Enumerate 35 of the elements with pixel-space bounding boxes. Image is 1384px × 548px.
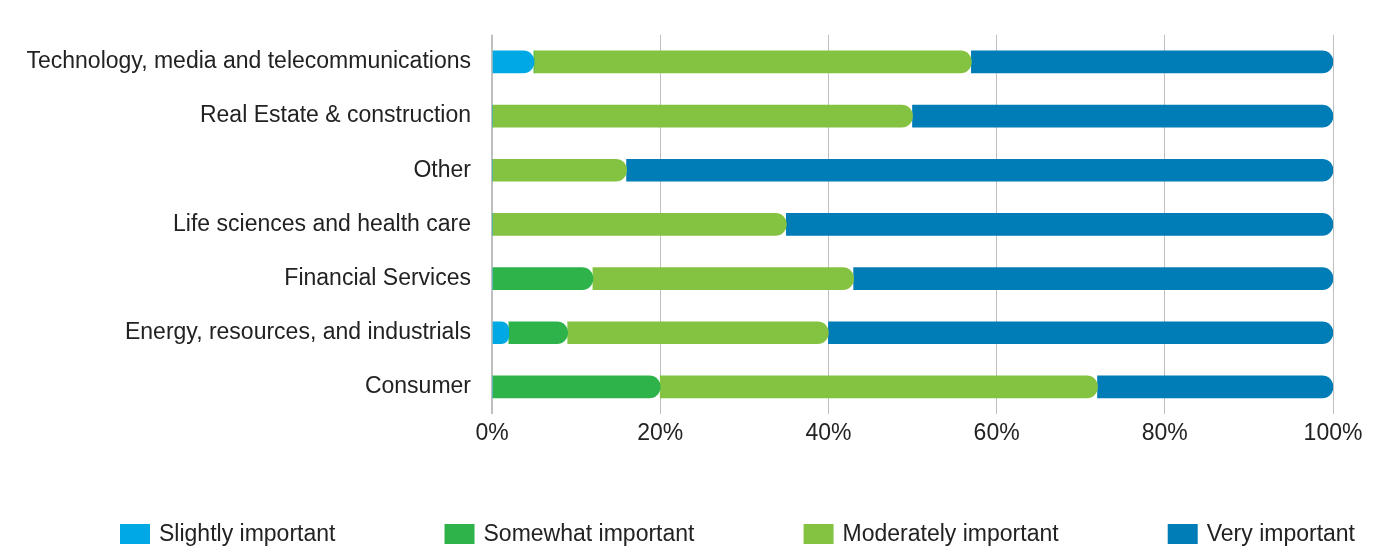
x-tick-label: 20% — [637, 419, 684, 446]
bar — [626, 158, 1333, 182]
legend-label: Somewhat important — [483, 520, 696, 547]
bar — [1097, 375, 1333, 399]
x-tick-label: 40% — [805, 419, 852, 446]
bar — [971, 50, 1333, 74]
bar — [853, 267, 1333, 290]
bar — [508, 321, 569, 345]
bar — [659, 375, 1098, 399]
x-tick-label: 100% — [1303, 419, 1363, 446]
bar — [492, 267, 594, 290]
bar — [592, 267, 854, 290]
y-tick-label: Technology, media and telecommunications — [26, 47, 471, 74]
bar — [492, 213, 787, 236]
bar — [492, 158, 627, 182]
bar — [492, 375, 661, 399]
bar — [786, 213, 1333, 236]
bar — [492, 104, 913, 128]
y-tick-label: Real Estate & construction — [199, 101, 471, 128]
bar — [828, 321, 1333, 345]
x-tick-label: 60% — [973, 419, 1020, 446]
bar — [912, 104, 1333, 128]
y-tick-label: Energy, resources, and industrials — [124, 318, 471, 345]
bar — [567, 321, 829, 345]
x-tick-label: 80% — [1141, 419, 1188, 446]
bar — [533, 50, 972, 74]
legend-label: Very important — [1206, 520, 1356, 547]
y-tick-label: Financial Services — [284, 263, 471, 290]
y-tick-label: Other — [413, 155, 472, 182]
bar — [492, 50, 535, 74]
x-tick-label: 0% — [475, 419, 509, 446]
y-tick-label: Life sciences and health care — [173, 209, 471, 236]
y-tick-label: Consumer — [364, 372, 472, 399]
legend-label: Slightly important — [159, 520, 337, 547]
legend-label: Moderately important — [842, 520, 1060, 547]
